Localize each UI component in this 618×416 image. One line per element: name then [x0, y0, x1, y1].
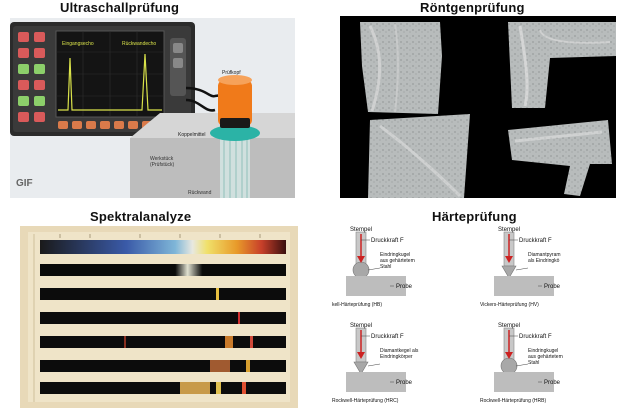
probe-label: Probe — [396, 284, 413, 290]
workpiece-label: Werkstück (Prüfstück) — [150, 156, 175, 168]
stempel-label: Stempel — [350, 323, 372, 329]
indenter-label: Eindringkugel aus gehärtetem Stahl — [528, 348, 563, 366]
hardness-panel: Stempel Druckkraft F Eindringkugel aus gehä… — [330, 226, 618, 412]
force-label: Druckkraft F — [371, 334, 404, 340]
probe-label: Probe — [544, 284, 561, 290]
hardness-caption: Vickers-Härteprüfung (HV) — [480, 302, 539, 308]
coupling-label: Koppelmittel — [178, 132, 206, 138]
hardness-caption: Rockwell-Härteprüfung (HRC) — [332, 398, 399, 404]
xray-specimen-2 — [508, 22, 616, 108]
indenter-ball — [500, 357, 518, 375]
hardness-cell: Stempel Druckkraft F Diamantpyram als Eindr… — [480, 227, 561, 308]
spectral-panel — [20, 226, 298, 408]
hardness-title: Härteprüfung — [432, 209, 517, 224]
probe-specimen — [346, 372, 406, 392]
workpiece — [130, 138, 295, 198]
stempel-label: Stempel — [498, 323, 520, 329]
indenter-cone — [501, 265, 517, 279]
stempel-label: Stempel — [350, 227, 372, 233]
probe-cable — [185, 86, 231, 98]
hardness-cell: Stempel Druckkraft F Eindringkugel aus gehä… — [332, 227, 415, 308]
screen-label-right: Rückwandecho — [122, 41, 156, 47]
probe-specimen — [346, 276, 406, 296]
ultrasonic-illustration: Eingangsecho Rückwandecho — [10, 22, 295, 198]
probe-label: Prüfkopf — [222, 70, 241, 76]
echo-trace — [58, 53, 162, 111]
spectrum-strip-1 — [40, 240, 286, 254]
indenter-label: Diamantpyram als Eindringkö — [528, 252, 561, 264]
spectral-title: Spektralanalyze — [90, 209, 192, 224]
hardness-caption: kell-Härteprüfung (HB) — [332, 302, 382, 308]
screen-label-left: Eingangsecho — [62, 41, 94, 47]
indenter-label: Eindringkugel aus gehärtetem Stahl — [380, 252, 415, 270]
xray-title: Röntgenprüfung — [420, 0, 525, 15]
force-label: Druckkraft F — [371, 238, 404, 244]
spectrum-strip-2 — [40, 264, 286, 276]
hardness-diagrams: Stempel Druckkraft F Eindringkugel aus gehä… — [332, 227, 563, 404]
spectrum-strip-3 — [40, 288, 286, 300]
xray-panel — [340, 16, 616, 198]
device-buttons-left — [18, 32, 45, 122]
spectral-plate — [28, 232, 290, 402]
probe-specimen — [494, 276, 554, 296]
backwall-label: Rückwand — [188, 190, 212, 196]
ultrasound-beam — [220, 138, 250, 198]
ultrasonic-panel: Eingangsecho Rückwandecho — [10, 18, 295, 198]
spectrum-strip-4 — [40, 312, 286, 324]
hardness-caption: Rockwell-Härteprüfung (HRB) — [480, 398, 546, 404]
hardness-cell: Stempel Druckkraft F Diamantkegel als Eindr… — [332, 323, 419, 404]
indenter-label: Diamantkegel als Eindringkörper — [380, 348, 419, 360]
ultrasonic-title: Ultraschallprüfung — [60, 0, 180, 15]
probe — [218, 80, 252, 126]
force-label: Druckkraft F — [519, 238, 552, 244]
force-label: Druckkraft F — [519, 334, 552, 340]
xray-images — [360, 22, 616, 198]
spectrum-strip-5 — [40, 336, 286, 348]
probe-specimen — [494, 372, 554, 392]
coupling-gel — [210, 125, 260, 141]
stempel-label: Stempel — [498, 227, 520, 233]
gif-label: GIF — [16, 178, 33, 189]
probe-label: Probe — [544, 380, 561, 386]
xray-specimen-1 — [360, 22, 442, 114]
probe-label: Probe — [396, 380, 413, 386]
hardness-cell: Stempel Druckkraft F Eindringkugel aus gehä… — [480, 323, 563, 404]
spectrum-strip-7 — [40, 382, 286, 394]
indenter-cone — [353, 361, 369, 375]
indenter-ball — [352, 261, 370, 279]
